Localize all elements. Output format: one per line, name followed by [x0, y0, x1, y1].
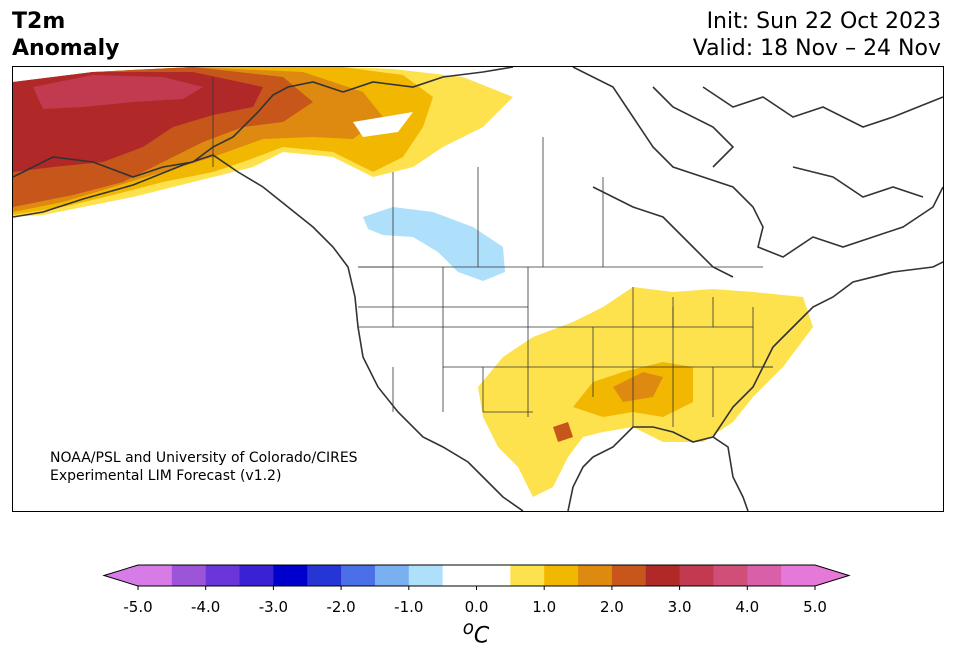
unit-symbol: C	[473, 623, 490, 649]
colorbar-tick-label: 1.0	[532, 598, 557, 616]
anomaly-gap-white	[353, 112, 413, 137]
credit-line-1: NOAA/PSL and University of Colorado/CIRE…	[50, 450, 358, 466]
colorbar-swatch	[138, 565, 173, 586]
colorbar-swatch	[239, 565, 274, 586]
colorbar-swatch	[611, 565, 647, 586]
colorbar-tick-label: -1.0	[394, 598, 424, 616]
colorbar-swatch	[374, 565, 410, 586]
warm-anomaly-east-4	[553, 422, 573, 442]
colorbar-tick-label: 2.0	[599, 598, 624, 616]
valid-range: Valid: 18 Nov – 24 Nov	[692, 36, 941, 61]
colorbar-swatch	[510, 565, 545, 586]
credit-line-2: Experimental LIM Forecast (v1.2)	[50, 468, 282, 484]
colorbar-tick-label: -2.0	[326, 598, 356, 616]
colorbar-swatch	[341, 565, 376, 586]
colorbar-swatch	[171, 565, 207, 586]
anomaly-map: NOAA/PSL and University of Colorado/CIRE…	[12, 66, 944, 512]
colorbar-tick-label: 5.0	[803, 598, 827, 616]
unit-degree: o	[462, 618, 474, 639]
warm-anomaly-alaska-6	[33, 75, 203, 109]
init-date: Init: Sun 22 Oct 2023	[706, 9, 941, 34]
colorbar-swatch	[476, 565, 511, 586]
map-canvas	[13, 67, 943, 511]
colorbar-swatch	[645, 565, 681, 586]
warm-anomaly-east-3	[613, 372, 663, 402]
colorbar-tick-label: 3.0	[667, 598, 692, 616]
anomaly-label: Anomaly	[12, 36, 120, 61]
colorbar-over-arrow	[815, 565, 849, 586]
colorbar-swatch	[747, 565, 782, 586]
credit-text: NOAA/PSL and University of Colorado/CIRE…	[50, 449, 358, 485]
political-borders	[212, 77, 773, 427]
colorbar-swatch	[679, 565, 714, 586]
colorbar-swatch	[205, 565, 241, 586]
colorbar-swatch	[578, 565, 613, 586]
colorbar: -5.0 -4.0 -3.0 -2.0 -1.0 0.0 1.0 2.0 3.0 4.0 5.0 o…	[0, 560, 953, 656]
variable-label: T2m	[12, 9, 66, 34]
colorbar-tick-label: -3.0	[258, 598, 289, 616]
colorbar-swatch	[273, 565, 308, 586]
coastlines	[13, 67, 943, 511]
colorbar-graphic	[102, 564, 851, 590]
colorbar-tick-label: -5.0	[123, 598, 153, 616]
colorbar-swatch	[781, 565, 816, 586]
cool-anomaly-prairie	[363, 207, 505, 281]
colorbar-swatch	[408, 565, 444, 586]
colorbar-swatch	[713, 565, 748, 586]
colorbar-swatch	[307, 565, 342, 586]
unit-label: oC	[463, 618, 490, 648]
colorbar-swatch	[442, 565, 477, 586]
map-title: T2m Anomaly	[12, 8, 119, 62]
colorbar-swatch	[544, 565, 579, 586]
colorbar-tick-label: 0.0	[464, 598, 489, 616]
colorbar-tick-label: -4.0	[191, 598, 221, 616]
colorbar-tick-label: 4.0	[735, 598, 760, 616]
forecast-dates: Init: Sun 22 Oct 2023 Valid: 18 Nov – 24…	[693, 8, 941, 62]
colorbar-under-arrow	[104, 565, 138, 586]
